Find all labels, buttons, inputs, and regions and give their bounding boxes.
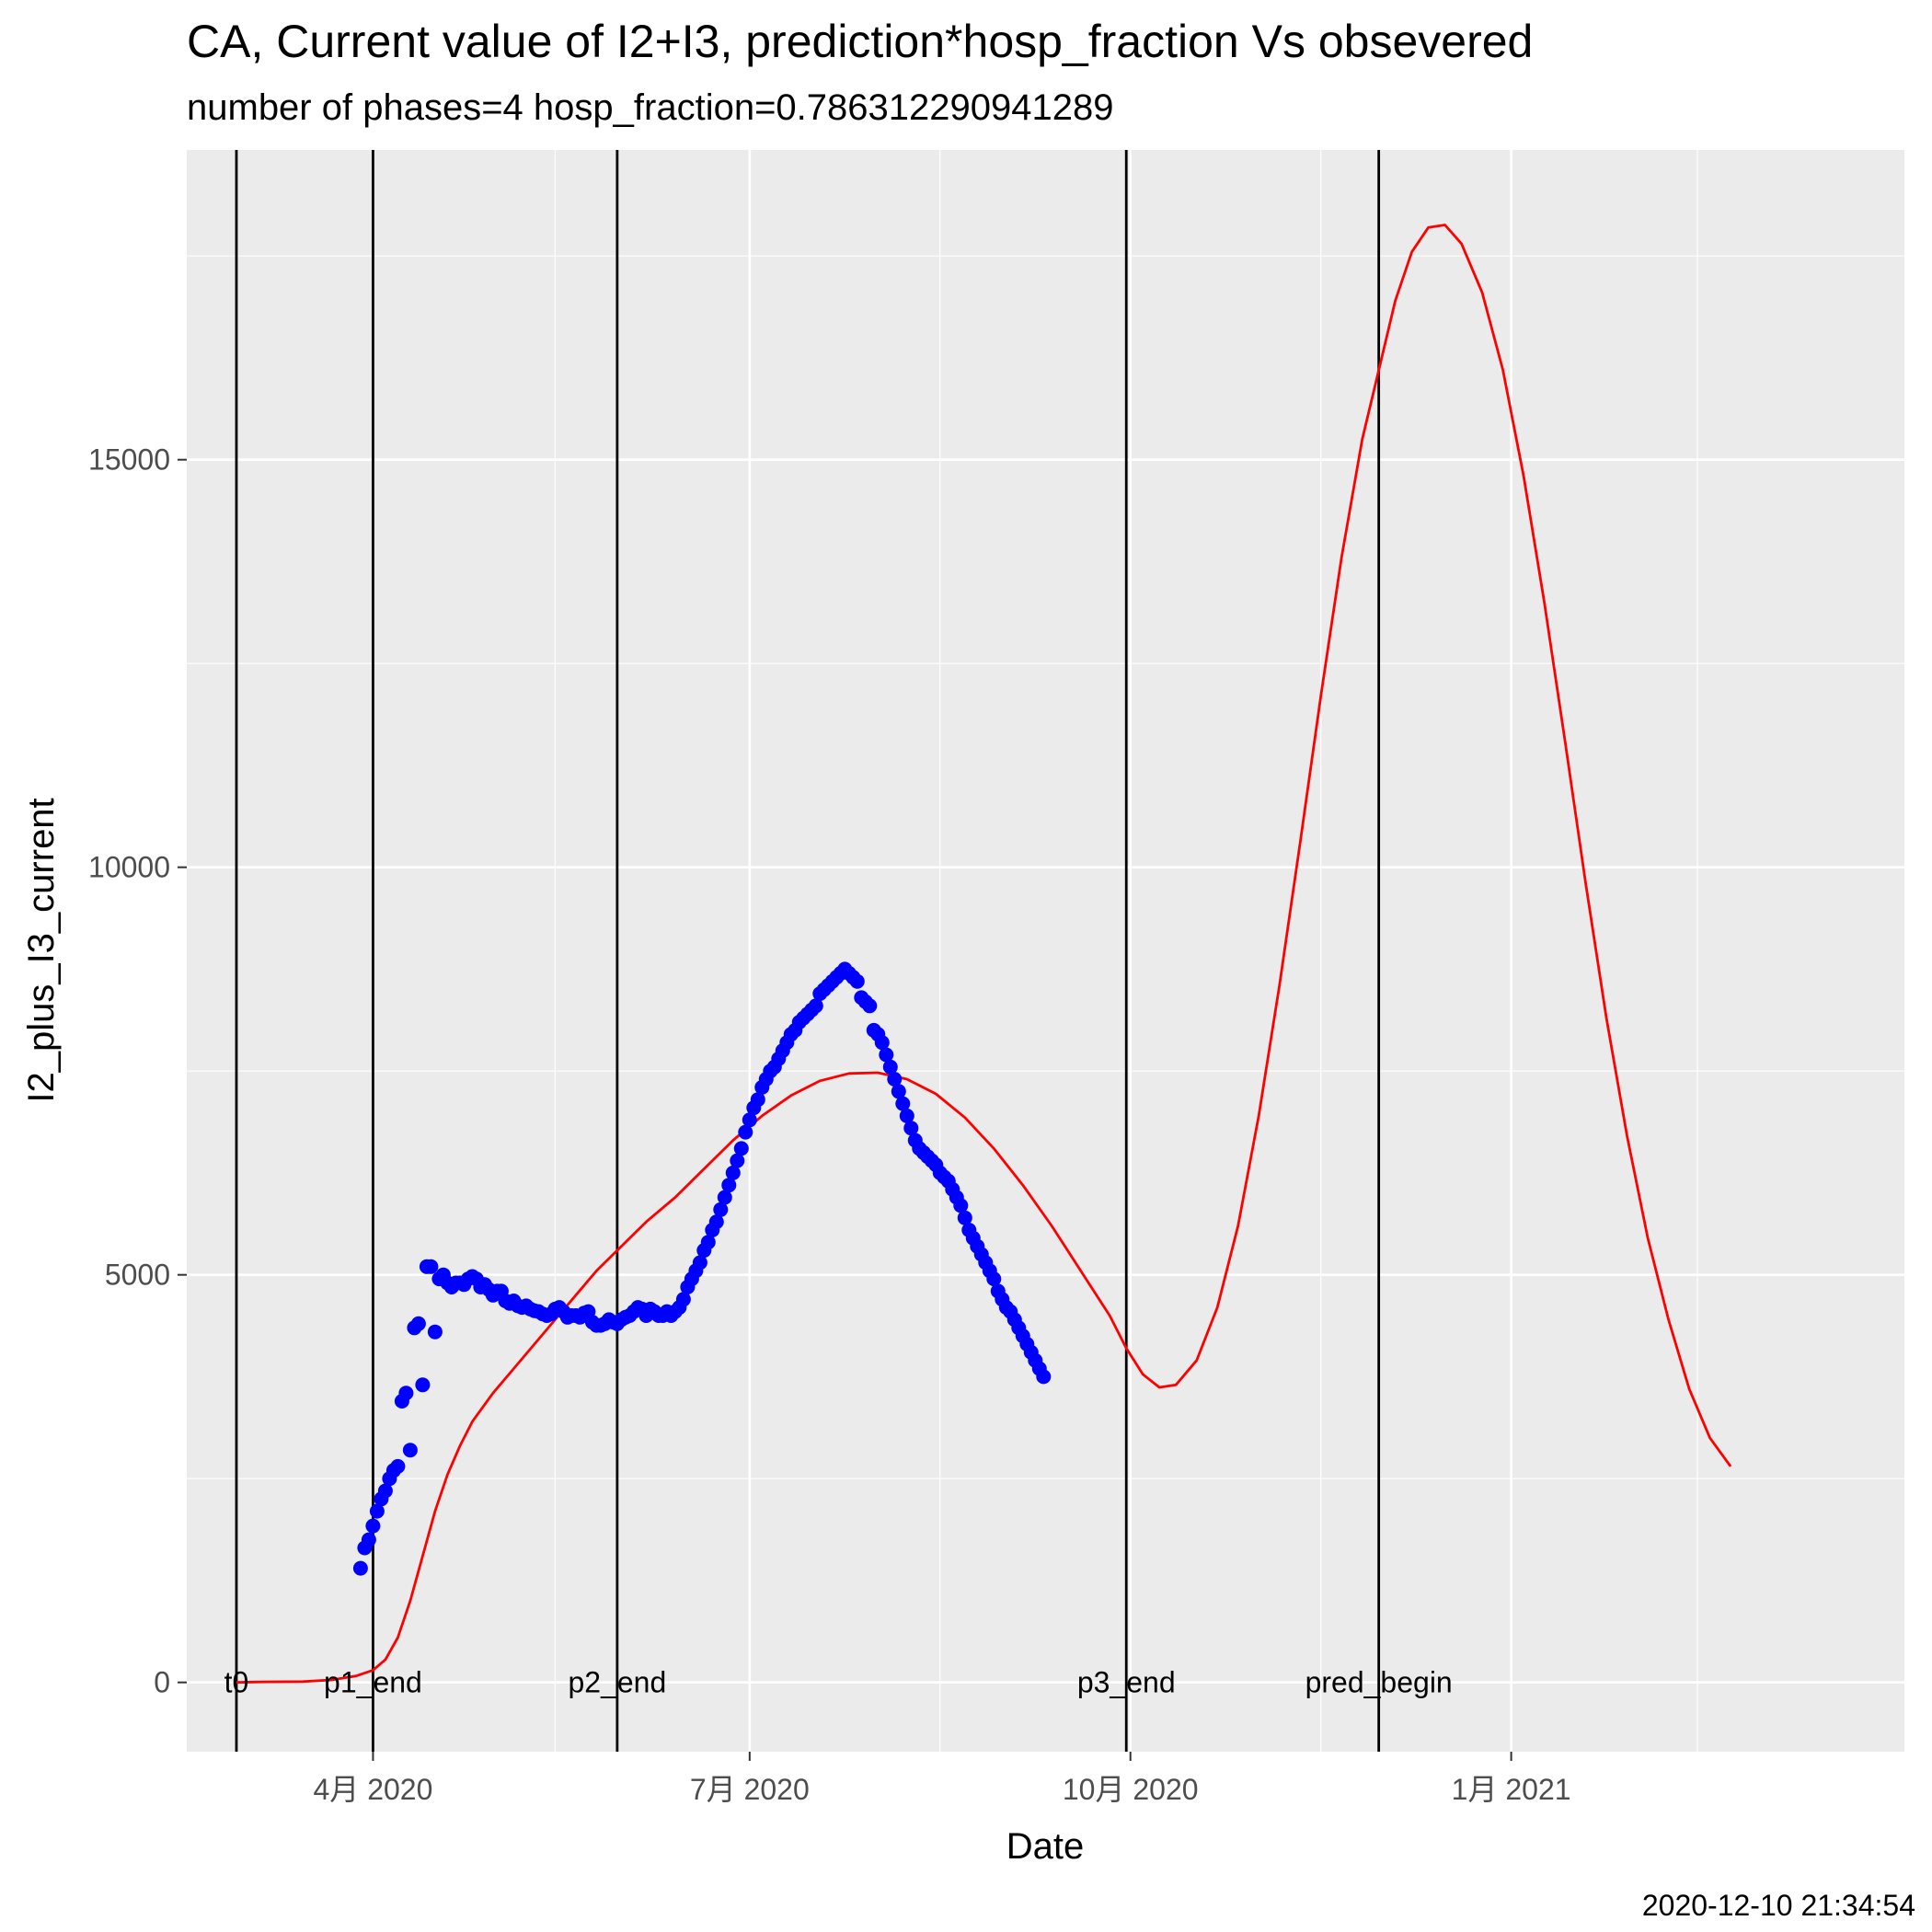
observed-point bbox=[390, 1458, 406, 1474]
observed-point bbox=[361, 1532, 376, 1547]
observed-point bbox=[700, 1235, 716, 1250]
observed-point bbox=[849, 973, 865, 989]
observed-point bbox=[953, 1198, 969, 1213]
observed-point bbox=[692, 1255, 707, 1271]
observed-point bbox=[887, 1072, 903, 1087]
observed-point bbox=[742, 1112, 757, 1128]
observed-point bbox=[713, 1202, 729, 1217]
observed-point bbox=[957, 1210, 972, 1225]
observed-point bbox=[986, 1271, 1002, 1287]
phase-line-label: t0 bbox=[224, 1666, 249, 1699]
observed-point bbox=[423, 1259, 439, 1274]
phase-lines bbox=[235, 150, 1381, 1752]
observed-point bbox=[891, 1084, 906, 1099]
observed-point bbox=[721, 1178, 737, 1193]
observed-point bbox=[415, 1377, 431, 1393]
observed-point bbox=[352, 1560, 368, 1576]
observed-point bbox=[675, 1292, 691, 1307]
observed-point bbox=[750, 1092, 765, 1108]
x-tick-label: 1月 2021 bbox=[1452, 1773, 1571, 1806]
observed-point bbox=[899, 1108, 914, 1123]
y-tick-label: 0 bbox=[154, 1666, 170, 1699]
observed-point bbox=[730, 1153, 745, 1168]
y-tick-label: 15000 bbox=[88, 443, 170, 477]
observed-point bbox=[369, 1503, 385, 1519]
x-tick-label: 4月 2020 bbox=[314, 1773, 433, 1806]
observed-point bbox=[733, 1141, 749, 1156]
observed-point bbox=[738, 1124, 753, 1140]
grid-minor bbox=[181, 150, 1904, 1752]
y-tick-label: 10000 bbox=[88, 851, 170, 884]
observed-point bbox=[365, 1518, 381, 1534]
observed-point bbox=[808, 998, 823, 1014]
observed-point bbox=[882, 1059, 898, 1075]
chart-title: CA, Current value of I2+I3, prediction*h… bbox=[187, 16, 1533, 67]
observed-point bbox=[874, 1035, 890, 1051]
observed-point bbox=[398, 1386, 414, 1401]
chart-caption: 2020-12-10 21:34:54 bbox=[1642, 1889, 1915, 1922]
observed-point bbox=[708, 1214, 724, 1230]
plot-panel bbox=[187, 150, 1904, 1752]
observed-point bbox=[1036, 1369, 1052, 1385]
observed-point bbox=[725, 1165, 741, 1180]
y-axis-title: I2_plus_I3_current bbox=[21, 798, 62, 1102]
y-axis: 0 5000 10000 15000 bbox=[88, 443, 187, 1699]
phase-line-label: pred_begin bbox=[1305, 1666, 1453, 1699]
y-tick-label: 5000 bbox=[105, 1259, 170, 1292]
chart-subtitle: number of phases=4 hosp_fraction=0.78631… bbox=[187, 87, 1113, 128]
observed-point bbox=[903, 1121, 919, 1136]
x-tick-label: 7月 2020 bbox=[690, 1773, 810, 1806]
observed-point bbox=[410, 1316, 426, 1331]
observed-point bbox=[427, 1324, 443, 1340]
observed-point bbox=[377, 1483, 393, 1499]
x-axis-title: Date bbox=[1006, 1826, 1085, 1867]
phase-line-label: p3_end bbox=[1077, 1666, 1176, 1699]
x-tick-label: 10月 2020 bbox=[1063, 1773, 1199, 1806]
phase-line-label: p1_end bbox=[324, 1666, 422, 1699]
observed-point bbox=[717, 1190, 732, 1205]
prediction-line bbox=[236, 224, 1732, 1685]
observed-point bbox=[862, 998, 878, 1014]
phase-line-label: p2_end bbox=[568, 1666, 666, 1699]
observed-point bbox=[879, 1047, 894, 1063]
phase-labels: t0 p1_end p2_end p3_end pred_begin bbox=[224, 1666, 1453, 1699]
series-layer bbox=[236, 224, 1732, 1685]
x-axis: 4月 2020 7月 2020 10月 2020 1月 2021 bbox=[314, 1752, 1571, 1806]
observed-point bbox=[402, 1443, 418, 1458]
observed-point bbox=[895, 1096, 911, 1111]
